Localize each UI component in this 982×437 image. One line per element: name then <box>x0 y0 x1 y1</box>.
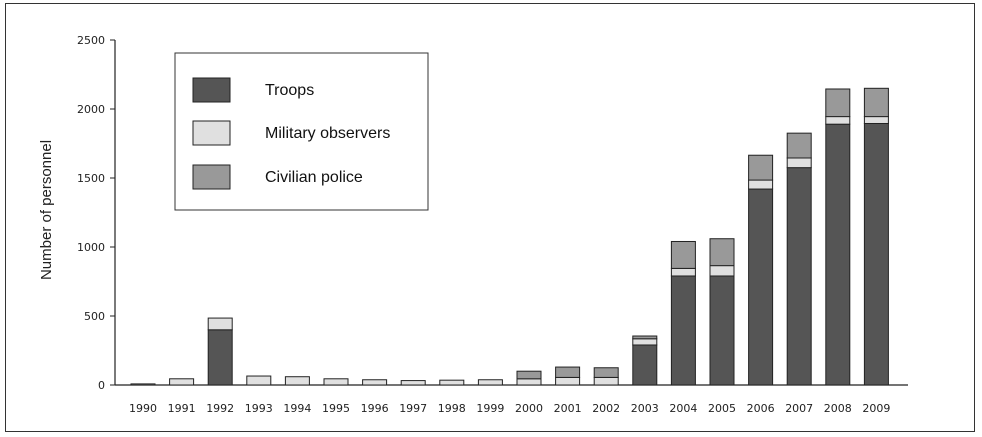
y-axis: 0 500 1000 1500 2000 2500 <box>77 34 116 392</box>
legend-label-civilian-police: Civilian police <box>265 169 363 186</box>
bar-segment-military-observers <box>825 116 851 125</box>
x-tick-label: 1996 <box>361 402 389 415</box>
x-tick-label: 2007 <box>785 402 813 415</box>
y-tick-label: 1500 <box>77 172 105 185</box>
bar-segment-civilian-police <box>709 238 735 267</box>
x-tick-label: 2008 <box>824 402 852 415</box>
bar-segment-military-observers <box>362 379 388 386</box>
y-tick-label: 2500 <box>77 34 105 47</box>
bar-segment-troops <box>786 167 812 386</box>
bar-segment-civilian-police <box>516 370 542 380</box>
x-tick-label: 1999 <box>476 402 504 415</box>
y-tick-label: 0 <box>98 379 105 392</box>
bar-segment-civilian-police <box>825 88 851 118</box>
bar-segment-military-observers <box>169 378 195 386</box>
bar-segment-civilian-police <box>670 240 696 269</box>
bar-segment-civilian-police <box>555 366 581 378</box>
bar-segment-military-observers <box>439 379 465 386</box>
x-tick-label: 2001 <box>554 402 582 415</box>
bar-segment-civilian-police <box>593 367 619 378</box>
x-tick-label: 1992 <box>206 402 234 415</box>
bar-segment-troops <box>632 344 658 386</box>
chart-frame <box>5 3 975 432</box>
legend-swatch-military-observers <box>192 120 231 146</box>
bar-segment-military-observers <box>477 379 503 386</box>
x-tick-label: 1995 <box>322 402 350 415</box>
bar-segment-military-observers <box>284 376 310 386</box>
bar-segment-military-observers <box>400 380 426 386</box>
bar-segment-military-observers <box>632 338 658 346</box>
bar-segment-military-observers <box>555 376 581 386</box>
x-tick-label: 1990 <box>129 402 157 415</box>
bar-segment-civilian-police <box>748 154 774 181</box>
x-tick-label: 1993 <box>245 402 273 415</box>
bar-segment-military-observers <box>246 375 272 386</box>
legend-swatch-civilian-police <box>192 164 231 190</box>
x-axis: 1990 1991 1992 1993 1994 1995 1996 1997 1998 1999… <box>115 384 908 415</box>
bar-segment-military-observers <box>709 265 735 277</box>
legend-label-troops: Troops <box>265 82 314 99</box>
x-tick-label: 2006 <box>747 402 775 415</box>
x-tick-label: 1997 <box>399 402 427 415</box>
bar-segment-troops <box>670 275 696 386</box>
bar-segment-military-observers <box>670 267 696 277</box>
bar-segment-military-observers <box>516 378 542 386</box>
bar-segment-military-observers <box>748 179 774 190</box>
bar-segment-troops <box>709 275 735 386</box>
y-axis-label: Number of personnel <box>38 140 55 280</box>
y-tick-label: 2000 <box>77 103 105 116</box>
bar-segment-troops <box>748 188 774 386</box>
bar-segment-civilian-police <box>863 87 889 118</box>
x-tick-label: 2003 <box>631 402 659 415</box>
bar-segment-military-observers <box>323 378 349 386</box>
x-tick-label: 2009 <box>862 402 890 415</box>
bar-segment-troops <box>863 122 889 386</box>
y-tick-label: 1000 <box>77 241 105 254</box>
legend: Troops Military observers Civilian police <box>174 52 429 211</box>
legend-swatch-troops <box>192 77 231 103</box>
bar-segment-civilian-police <box>786 132 812 159</box>
bar-segment-military-observers <box>593 376 619 386</box>
bar-segment-military-observers <box>786 157 812 169</box>
x-tick-label: 2004 <box>669 402 697 415</box>
x-tick-label: 2002 <box>592 402 620 415</box>
bars <box>130 87 889 386</box>
bar-segment-troops <box>207 329 233 386</box>
x-tick-label: 1994 <box>283 402 311 415</box>
x-tick-label: 1998 <box>438 402 466 415</box>
x-tick-label: 2005 <box>708 402 736 415</box>
y-tick-label: 500 <box>84 310 105 323</box>
bar-segment-civilian-police <box>632 335 658 340</box>
legend-label-military-observers: Military observers <box>265 125 390 142</box>
bar-segment-military-observers <box>207 317 233 331</box>
bar-segment-military-observers <box>863 116 889 124</box>
bar-segment-troops <box>825 123 851 386</box>
x-tick-label: 2000 <box>515 402 543 415</box>
bar-segment-military-observers <box>130 383 156 386</box>
x-tick-label: 1991 <box>168 402 196 415</box>
